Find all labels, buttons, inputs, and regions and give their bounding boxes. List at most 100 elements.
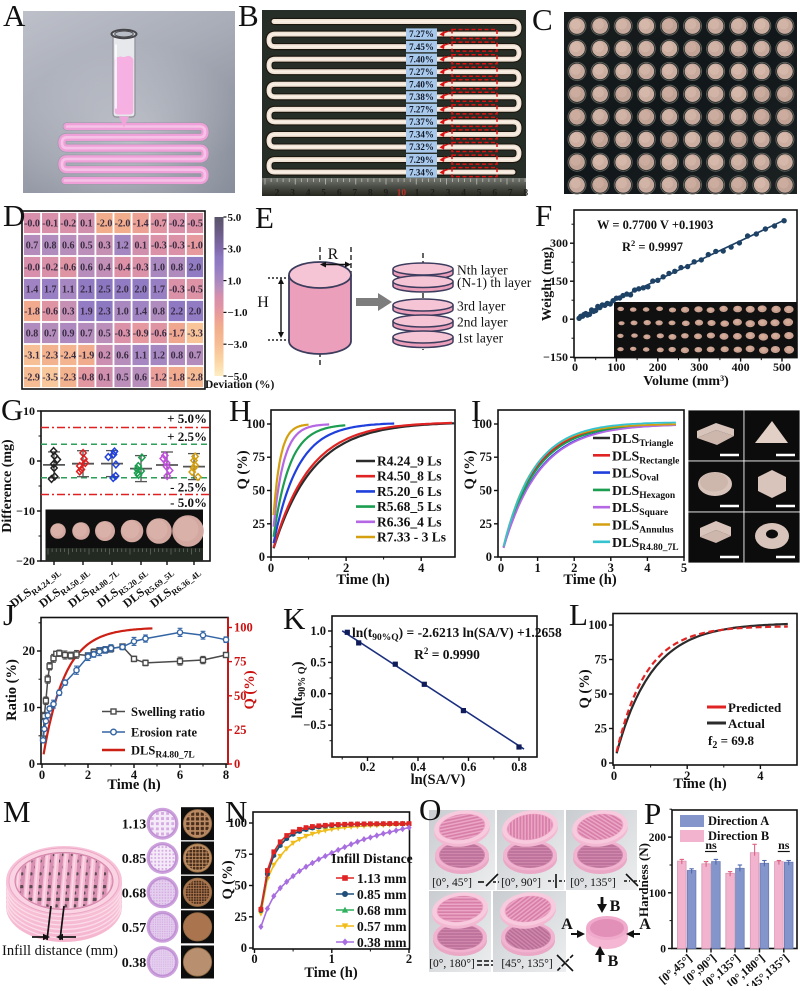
svg-text:1.0: 1.0 — [310, 624, 326, 638]
svg-text:0.6: 0.6 — [116, 351, 129, 362]
svg-text:G: G — [1, 392, 23, 427]
svg-text:2.5: 2.5 — [98, 285, 111, 296]
svg-text:A: A — [561, 916, 573, 933]
svg-text:0.5: 0.5 — [80, 241, 93, 252]
svg-text:1.13: 1.13 — [122, 818, 147, 833]
svg-text:1st layer: 1st layer — [457, 331, 504, 346]
svg-text:2.0: 2.0 — [189, 307, 202, 318]
svg-text:8: 8 — [223, 768, 229, 782]
svg-text:5: 5 — [681, 561, 687, 575]
svg-text:1.9: 1.9 — [80, 307, 93, 318]
svg-text:2.0: 2.0 — [116, 285, 129, 296]
svg-text:-2.0: -2.0 — [115, 219, 131, 230]
svg-text:Deviation (%): Deviation (%) — [205, 379, 274, 391]
svg-text:Time (h): Time (h) — [563, 572, 616, 588]
svg-text:-3.1: -3.1 — [24, 351, 40, 362]
svg-text:ln(t90%Q) = -2.6213 ln(SA/V) +: ln(t90%Q) = -2.6213 ln(SA/V) +1.2658 — [352, 625, 562, 643]
svg-text:0: 0 — [259, 550, 265, 564]
svg-text:R5.20_6 Ls: R5.20_6 Ls — [377, 484, 442, 499]
svg-text:6: 6 — [337, 189, 342, 199]
svg-text:0.9: 0.9 — [62, 329, 75, 340]
svg-text:1.0: 1.0 — [228, 275, 242, 287]
svg-text:200: 200 — [649, 832, 667, 844]
svg-text:75: 75 — [253, 450, 266, 464]
svg-text:-2.4: -2.4 — [60, 351, 76, 362]
svg-text:-2.8: -2.8 — [187, 373, 203, 384]
svg-text:25: 25 — [595, 722, 608, 736]
svg-text:[0°, 135°]: [0°, 135°] — [570, 877, 616, 889]
svg-text:H: H — [229, 393, 251, 428]
svg-text:200: 200 — [649, 360, 667, 374]
svg-text:P: P — [644, 796, 661, 831]
svg-text:-0.2: -0.2 — [169, 219, 185, 230]
svg-text:F: F — [535, 198, 552, 233]
svg-text:2nd layer: 2nd layer — [457, 315, 508, 330]
svg-text:2.2: 2.2 — [171, 307, 184, 318]
svg-text:50: 50 — [595, 687, 608, 701]
svg-text:−150: −150 — [543, 350, 568, 364]
svg-text:Time (h): Time (h) — [336, 572, 389, 588]
svg-text:-1.0: -1.0 — [187, 241, 203, 252]
svg-text:Q (%): Q (%) — [462, 450, 478, 489]
svg-text:0.8: 0.8 — [44, 241, 57, 252]
svg-text:7.32%: 7.32% — [409, 142, 434, 152]
svg-text:B: B — [608, 953, 619, 970]
svg-text:0: 0 — [241, 941, 247, 955]
svg-text:2.1: 2.1 — [80, 285, 93, 296]
svg-text:7.27%: 7.27% — [409, 29, 434, 39]
svg-text:0: 0 — [251, 952, 257, 966]
svg-text:Difference (mg): Difference (mg) — [0, 439, 15, 533]
svg-text:4: 4 — [461, 189, 466, 199]
svg-text:0.68: 0.68 — [122, 886, 147, 901]
svg-text:2: 2 — [275, 189, 280, 199]
svg-text:500: 500 — [773, 360, 791, 374]
svg-text:1.4: 1.4 — [134, 307, 147, 318]
svg-text:6: 6 — [177, 768, 183, 782]
svg-text:0: 0 — [29, 454, 35, 468]
svg-text:I: I — [471, 393, 481, 428]
svg-text:R5.68_5 Ls: R5.68_5 Ls — [377, 499, 442, 514]
svg-text:9: 9 — [384, 189, 389, 199]
svg-text:-0.6: -0.6 — [60, 263, 76, 274]
svg-text:-0.2: -0.2 — [42, 263, 58, 274]
svg-text:0: 0 — [611, 769, 617, 783]
svg-text:-0.9: -0.9 — [133, 329, 149, 340]
svg-text:75: 75 — [235, 847, 248, 861]
svg-text:25: 25 — [234, 723, 247, 737]
svg-text:3: 3 — [290, 189, 295, 199]
svg-text:0.6: 0.6 — [134, 373, 147, 384]
svg-text:1: 1 — [534, 561, 540, 575]
svg-text:B: B — [238, 0, 259, 33]
svg-text:R2 = 0.9990: R2 = 0.9990 — [414, 646, 480, 662]
svg-text:B: B — [610, 898, 621, 915]
svg-text:1.7: 1.7 — [153, 285, 166, 296]
svg-text:7: 7 — [352, 189, 357, 199]
svg-text:[0°, 90°]: [0°, 90°] — [501, 877, 541, 889]
svg-text:Ratio (%): Ratio (%) — [4, 659, 20, 721]
svg-text:D: D — [3, 198, 25, 233]
svg-text:4: 4 — [418, 561, 425, 575]
svg-text:0.7: 0.7 — [26, 241, 39, 252]
svg-text:0: 0 — [572, 360, 578, 374]
svg-text:-0.6: -0.6 — [151, 329, 167, 340]
svg-text:5: 5 — [321, 189, 326, 199]
svg-text:1.2: 1.2 — [153, 351, 166, 362]
svg-text:-0.8: -0.8 — [78, 373, 94, 384]
svg-text:10: 10 — [23, 404, 35, 418]
svg-text:7.34%: 7.34% — [409, 130, 434, 140]
svg-text:3: 3 — [446, 189, 451, 199]
svg-text:25: 25 — [235, 910, 248, 924]
svg-text:A: A — [3, 0, 26, 33]
svg-text:0.8: 0.8 — [153, 307, 166, 318]
svg-text:R6.36_4 Ls: R6.36_4 Ls — [377, 514, 442, 529]
svg-text:3.0: 3.0 — [228, 244, 242, 256]
svg-text:-0.3: -0.3 — [169, 241, 185, 252]
svg-text:100: 100 — [228, 816, 247, 830]
svg-text:7.38%: 7.38% — [409, 92, 434, 102]
svg-text:-0.5: -0.5 — [187, 219, 203, 230]
svg-text:0.5: 0.5 — [98, 329, 111, 340]
svg-text:A: A — [639, 916, 651, 933]
svg-text:0.0: 0.0 — [310, 687, 326, 701]
svg-text:0.5: 0.5 — [116, 373, 129, 384]
svg-text:-0.7: -0.7 — [151, 219, 167, 230]
